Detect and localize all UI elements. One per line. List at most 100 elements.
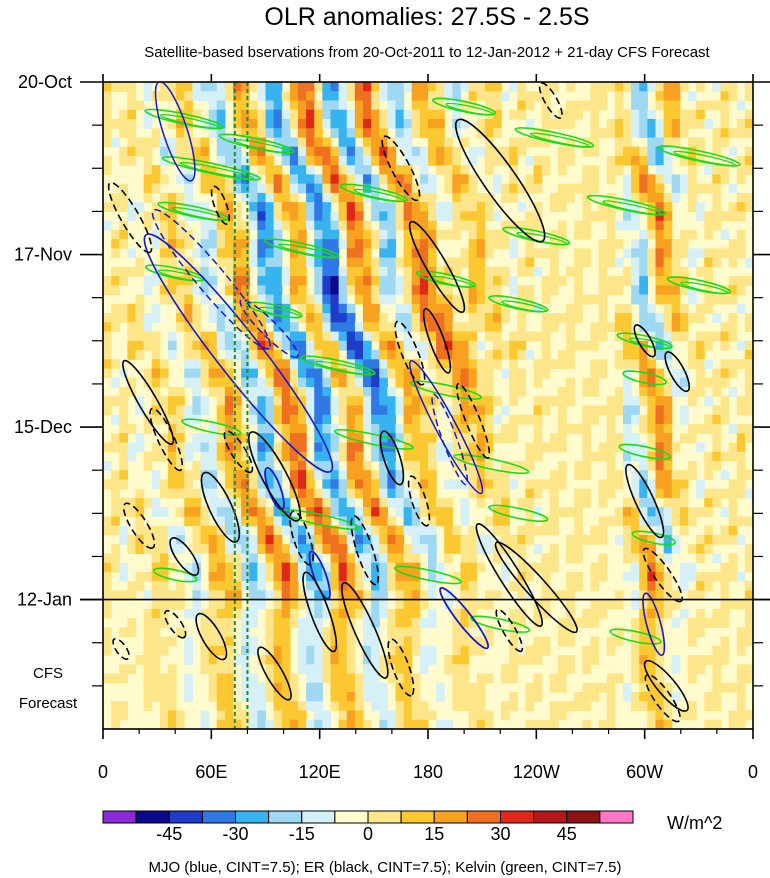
heatmap-cell bbox=[176, 507, 185, 518]
heatmap-cell bbox=[200, 229, 210, 240]
heatmap-cell bbox=[411, 423, 421, 434]
heatmap-cell bbox=[281, 451, 291, 462]
heatmap-cell bbox=[273, 423, 283, 434]
heatmap-cell bbox=[720, 100, 730, 111]
heatmap-cell bbox=[314, 562, 323, 573]
heatmap-cell bbox=[541, 165, 551, 176]
heatmap-cell bbox=[744, 387, 753, 397]
heatmap-cell bbox=[111, 303, 120, 314]
heatmap-cell bbox=[168, 229, 177, 240]
heatmap-cell bbox=[249, 414, 258, 425]
heatmap-cell bbox=[639, 276, 648, 286]
heatmap-cell bbox=[338, 581, 348, 591]
heatmap-cell bbox=[696, 618, 705, 628]
heatmap-cell bbox=[428, 285, 437, 296]
heatmap-cell bbox=[631, 645, 640, 656]
heatmap-cell bbox=[224, 174, 234, 185]
heatmap-cell bbox=[411, 618, 421, 628]
heatmap-cell bbox=[541, 155, 551, 166]
heatmap-cell bbox=[298, 91, 307, 102]
heatmap-cell bbox=[289, 322, 299, 333]
heatmap-cell bbox=[387, 562, 397, 573]
heatmap-cell bbox=[289, 276, 299, 286]
heatmap-cell bbox=[111, 239, 120, 249]
heatmap-cell bbox=[736, 710, 746, 721]
heatmap-cell bbox=[184, 322, 193, 333]
heatmap-cell bbox=[168, 387, 177, 397]
heatmap-cell bbox=[476, 220, 486, 231]
heatmap-cell bbox=[663, 109, 673, 120]
kelvin-contour-inner bbox=[278, 243, 336, 258]
heatmap-cell bbox=[411, 599, 421, 610]
heatmap-cell bbox=[436, 571, 445, 582]
heatmap-cell bbox=[257, 146, 267, 157]
heatmap-cell bbox=[720, 165, 730, 176]
heatmap-cell bbox=[354, 118, 364, 129]
heatmap-cell bbox=[468, 211, 478, 222]
heatmap-cell bbox=[720, 128, 730, 139]
heatmap-cell bbox=[452, 534, 462, 545]
heatmap-cell bbox=[501, 479, 510, 490]
wave-filtered-contours bbox=[107, 82, 741, 723]
heatmap-cell bbox=[436, 719, 445, 729]
heatmap-cell bbox=[233, 562, 242, 573]
heatmap-cell bbox=[119, 710, 128, 721]
heatmap-cell bbox=[688, 257, 697, 268]
heatmap-cell bbox=[525, 414, 535, 425]
heatmap-cell bbox=[460, 248, 470, 259]
heatmap-cell bbox=[484, 479, 494, 490]
heatmap-cell bbox=[103, 599, 112, 610]
heatmap-cell bbox=[208, 165, 218, 176]
heatmap-cell bbox=[736, 276, 746, 286]
heatmap-cell bbox=[127, 303, 137, 314]
heatmap-cell bbox=[346, 414, 356, 425]
heatmap-cell bbox=[598, 562, 608, 573]
heatmap-cell bbox=[411, 239, 421, 249]
mjo-contour bbox=[154, 82, 196, 182]
heatmap-cell bbox=[655, 220, 665, 231]
heatmap-cell bbox=[338, 719, 348, 729]
heatmap-cell bbox=[631, 405, 640, 416]
heatmap-cell bbox=[208, 377, 218, 388]
heatmap-cell bbox=[363, 618, 372, 628]
heatmap-cell bbox=[468, 359, 478, 370]
heatmap-cell bbox=[468, 488, 478, 499]
heatmap-cell bbox=[493, 155, 502, 166]
heatmap-cell bbox=[119, 664, 128, 675]
heatmap-cell bbox=[720, 331, 730, 342]
heatmap-cell bbox=[712, 692, 722, 702]
heatmap-cell bbox=[249, 507, 258, 518]
heatmap-cell bbox=[614, 507, 624, 518]
colorbar-bin bbox=[268, 810, 303, 824]
heatmap-cell bbox=[346, 350, 356, 360]
heatmap-cell bbox=[460, 451, 470, 462]
heatmap-cell bbox=[428, 128, 437, 139]
heatmap-cell bbox=[257, 303, 267, 314]
heatmap-cell bbox=[655, 322, 665, 333]
heatmap-cell bbox=[127, 91, 137, 102]
heatmap-cell bbox=[403, 544, 413, 554]
heatmap-cell bbox=[549, 396, 559, 407]
heatmap-cell bbox=[168, 534, 177, 545]
heatmap-cell bbox=[265, 387, 275, 397]
heatmap-cell bbox=[159, 479, 169, 490]
heatmap-cell bbox=[606, 165, 616, 176]
heatmap-cell bbox=[574, 257, 583, 268]
heatmap-cell bbox=[119, 525, 128, 536]
heatmap-cell bbox=[403, 165, 413, 176]
heatmap-cell bbox=[525, 442, 535, 453]
er-contour bbox=[149, 407, 184, 472]
heatmap-cell bbox=[712, 313, 722, 323]
heatmap-cell bbox=[468, 701, 478, 712]
heatmap-cell bbox=[216, 331, 226, 342]
heatmap-cell bbox=[688, 192, 697, 203]
heatmap-cell bbox=[428, 562, 437, 573]
heatmap-cell bbox=[168, 664, 177, 675]
heatmap-cell bbox=[468, 368, 478, 379]
heatmap-cell bbox=[744, 562, 753, 573]
heatmap-cell bbox=[720, 414, 730, 425]
heatmap-cell bbox=[663, 534, 673, 545]
heatmap-cell bbox=[257, 350, 267, 360]
heatmap-cell bbox=[322, 396, 332, 407]
